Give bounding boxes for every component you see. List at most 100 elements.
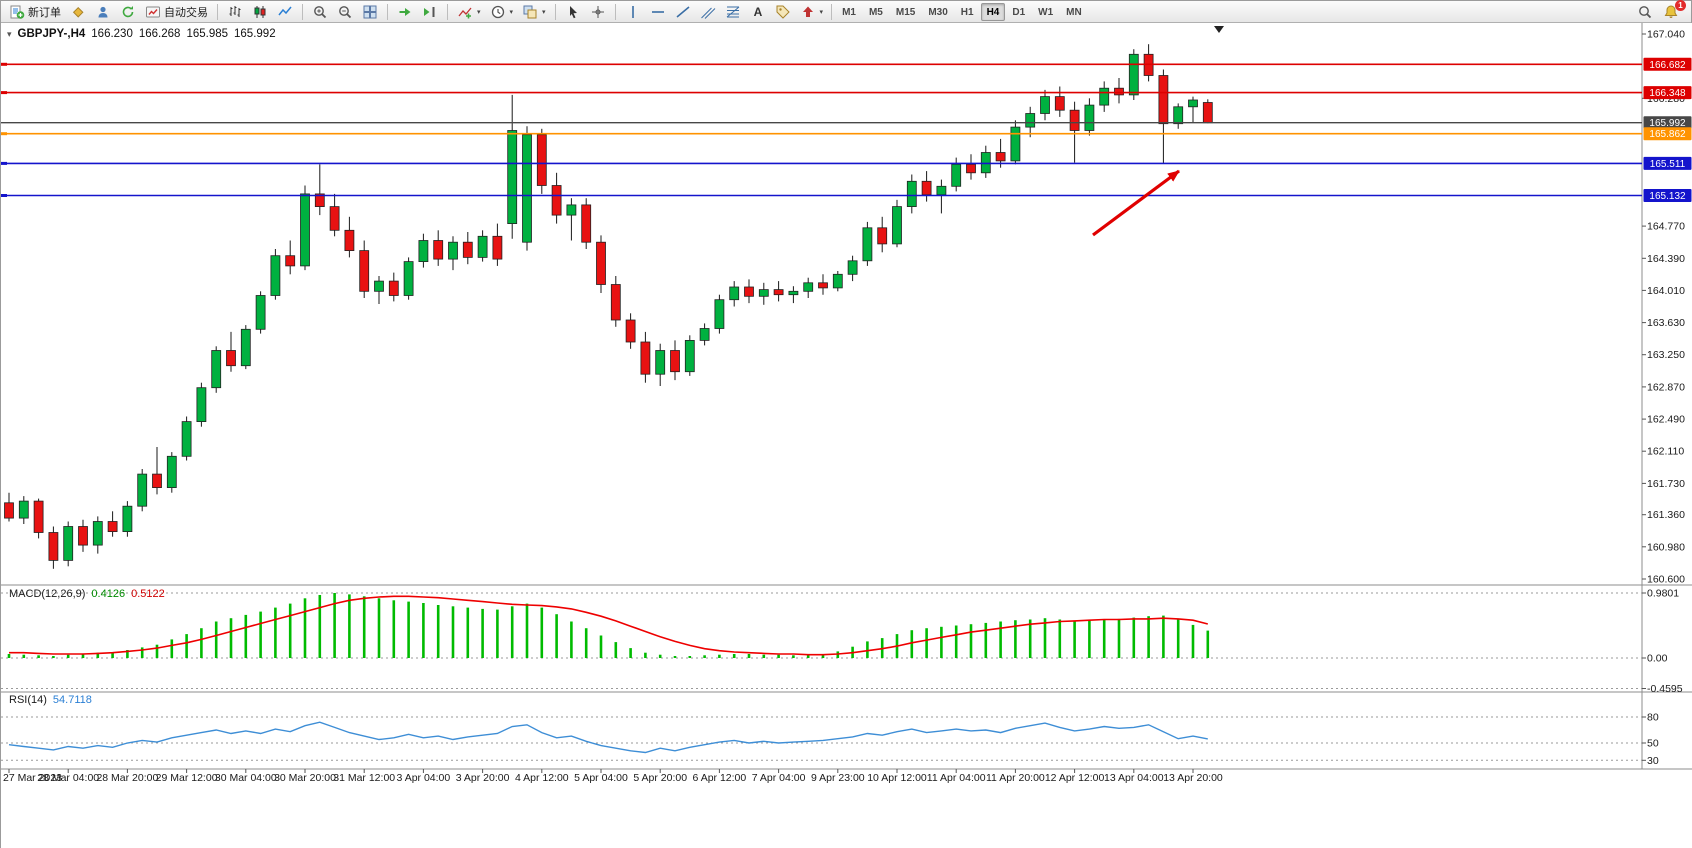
line-chart-button[interactable] xyxy=(273,2,297,22)
timeframe-m5[interactable]: M5 xyxy=(868,6,883,18)
candle-body xyxy=(551,185,562,216)
time-tick-label: 5 Apr 20:00 xyxy=(633,772,687,784)
timeframe-m1[interactable]: M1 xyxy=(842,6,856,18)
candle-body xyxy=(314,193,325,207)
time-tick-label: 13 Apr 20:00 xyxy=(1163,772,1223,784)
arrow-annotation[interactable] xyxy=(1092,169,1180,237)
hline-left-marker xyxy=(1,132,7,136)
vertical-line-button[interactable] xyxy=(621,2,645,22)
price-tick-label: 161.730 xyxy=(1647,478,1685,490)
price-tick-label: 164.770 xyxy=(1647,221,1685,233)
toolbar-separator xyxy=(614,3,616,20)
macd-axis-label: -0.4595 xyxy=(1647,683,1683,695)
notifications-button[interactable]: 1 xyxy=(1659,0,1686,22)
fibonacci-button[interactable] xyxy=(721,2,745,22)
horizontal-line-button[interactable] xyxy=(646,2,670,22)
candle-body xyxy=(403,261,414,296)
toolbar-separator xyxy=(217,3,218,20)
zoom-in-button[interactable] xyxy=(308,2,332,22)
macd-label: MACD(12,26,9) 0.4126 0.5122 xyxy=(9,588,165,600)
timeframe-d1[interactable]: D1 xyxy=(1012,6,1026,18)
candle-body xyxy=(862,227,873,262)
toolbar-groups: 新订单 自动交易 ▾ ▾ ▾ A ▾ xyxy=(5,2,827,22)
hline-left-marker xyxy=(1,161,7,165)
candle-body xyxy=(1158,75,1169,125)
candle-body xyxy=(137,473,148,507)
candle-body xyxy=(359,250,370,292)
time-tick-label: 11 Apr 20:00 xyxy=(986,772,1045,784)
candle-body xyxy=(1099,87,1110,106)
candle-body xyxy=(507,130,518,224)
bar-chart-button[interactable] xyxy=(223,2,247,22)
text-button[interactable]: A xyxy=(746,2,770,22)
price-chart[interactable]: 167.040166.280164.770164.390164.010163.6… xyxy=(1,23,1692,813)
price-badge xyxy=(1643,189,1692,202)
candle-body xyxy=(1084,104,1095,131)
refresh-icon xyxy=(120,4,136,20)
cursor-button[interactable] xyxy=(561,2,585,22)
templates-button[interactable]: ▾ xyxy=(518,2,550,22)
crosshair-button[interactable] xyxy=(586,2,610,22)
time-tick-label: 30 Mar 20:00 xyxy=(274,772,336,784)
price-badge xyxy=(1643,156,1692,170)
price-tick-label: 167.040 xyxy=(1647,29,1685,41)
candle-body xyxy=(1010,126,1021,162)
price-badge xyxy=(1643,57,1692,71)
candle-body xyxy=(522,134,532,243)
autotrading-button-label: 自动交易 xyxy=(164,6,208,19)
candle-body xyxy=(847,260,858,275)
macd-axis-label: 0.9801 xyxy=(1647,588,1679,600)
time-tick-label: 3 Apr 04:00 xyxy=(397,772,451,784)
time-tick-label: 9 Apr 23:00 xyxy=(811,772,865,784)
candle-body xyxy=(1128,53,1139,96)
new-order-button-label: 新订单 xyxy=(28,6,61,19)
market-watch-button[interactable] xyxy=(66,2,90,22)
timeframe-m15[interactable]: M15 xyxy=(895,6,916,18)
accounts-button[interactable] xyxy=(91,2,115,22)
timeframe-mn[interactable]: MN xyxy=(1066,6,1082,18)
zoom-in-icon xyxy=(312,4,328,20)
new-order-button[interactable]: 新订单 xyxy=(5,2,65,22)
one-click-trading-icon[interactable]: ▾ xyxy=(7,29,12,39)
candle-body xyxy=(951,163,962,187)
chart-shift-marker xyxy=(1214,26,1224,33)
candle-body xyxy=(418,240,429,263)
candle-body xyxy=(152,473,162,489)
candle-body xyxy=(788,290,799,296)
indicators-button[interactable]: ▾ xyxy=(453,2,485,22)
chart-shift-button[interactable] xyxy=(418,2,442,22)
arrows-button[interactable]: ▾ xyxy=(796,2,828,22)
user-icon xyxy=(95,4,111,20)
timeframe-h4[interactable]: H4 xyxy=(980,2,1006,21)
candle-body xyxy=(610,284,621,321)
candle-body xyxy=(1202,102,1213,124)
candle-body xyxy=(1054,96,1065,111)
autotrade-icon xyxy=(145,4,161,20)
autotrading-button[interactable]: 自动交易 xyxy=(141,2,212,22)
candle-body xyxy=(477,235,488,258)
candle-body xyxy=(1173,106,1184,125)
macd-name: MACD(12,26,9) xyxy=(9,588,86,600)
ohlc-close: 165.992 xyxy=(234,28,276,40)
candlestick-chart-button[interactable] xyxy=(248,2,272,22)
auto-scroll-button[interactable] xyxy=(393,2,417,22)
candle-body xyxy=(892,206,902,245)
trendline-button[interactable] xyxy=(671,2,695,22)
text-label-button[interactable] xyxy=(771,2,795,22)
price-axis: 167.040166.280164.770164.390164.010163.6… xyxy=(1642,29,1685,586)
zoom-out-button[interactable] xyxy=(333,2,357,22)
candle-body xyxy=(1069,109,1080,131)
timeframe-h1[interactable]: H1 xyxy=(960,6,974,18)
search-button[interactable] xyxy=(1633,2,1657,22)
toolbar-separator xyxy=(447,3,448,20)
periods-button[interactable]: ▾ xyxy=(486,2,518,22)
candle-body xyxy=(63,526,74,561)
candle-body xyxy=(744,286,754,297)
refresh-button[interactable] xyxy=(116,2,140,22)
candle-body xyxy=(433,240,444,260)
timeframe-w1[interactable]: W1 xyxy=(1038,6,1054,18)
caret-down-icon: ▾ xyxy=(819,8,824,16)
timeframe-m30[interactable]: M30 xyxy=(928,6,948,18)
channel-button[interactable] xyxy=(696,2,720,22)
tile-windows-button[interactable] xyxy=(358,2,382,22)
